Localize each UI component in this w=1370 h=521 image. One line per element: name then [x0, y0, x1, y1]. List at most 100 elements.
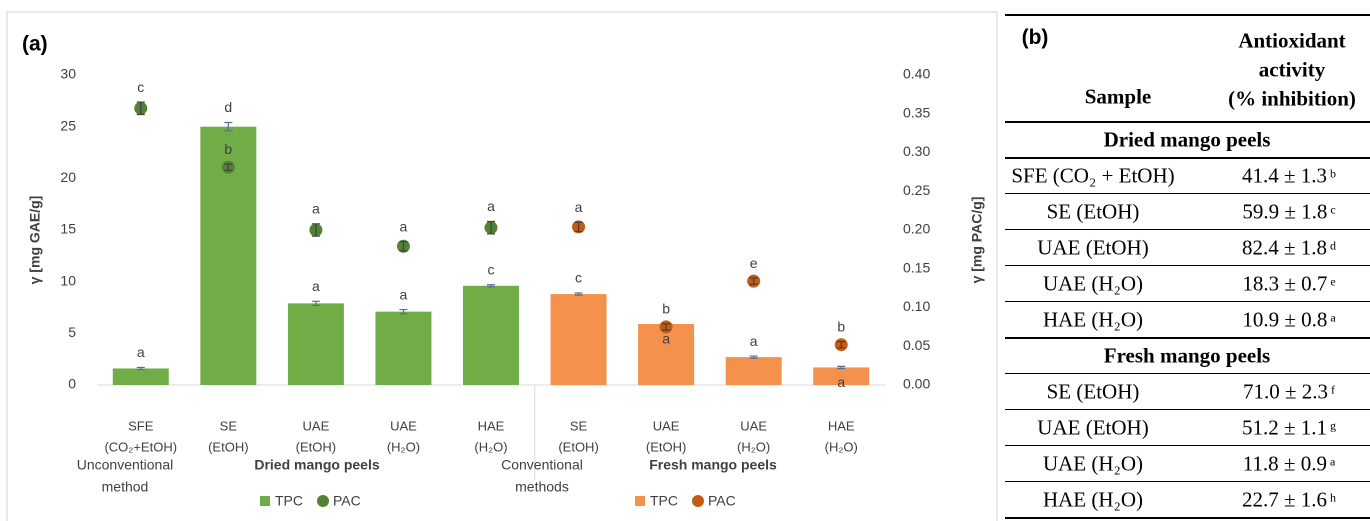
rule — [1005, 337, 1370, 339]
legend-label: PAC — [708, 493, 736, 509]
y2-tick-label: 0.35 — [903, 104, 930, 120]
letter-label: e — [750, 255, 758, 271]
x-tick-label: (EtOH) — [646, 439, 686, 454]
x-tick-label: SFE — [128, 418, 154, 433]
group-method: methods — [515, 479, 569, 495]
rule — [1005, 193, 1370, 194]
error-bar — [136, 366, 145, 371]
letter-label: a — [400, 286, 408, 302]
value-cell: 22.7 ± 1.6 h — [1242, 488, 1336, 513]
value-cell: 51.2 ± 1.1 g — [1242, 416, 1336, 441]
error-bar — [837, 341, 846, 349]
letter-label: a — [400, 218, 408, 234]
error-bar — [749, 277, 758, 285]
letter-label: b — [837, 318, 845, 334]
legend-swatch — [260, 496, 270, 506]
value-cell: 18.3 ± 0.7 e — [1242, 272, 1335, 297]
error-bar — [487, 284, 495, 288]
legend-swatch — [317, 495, 329, 507]
bar — [550, 294, 607, 385]
value-cell: 11.8 ± 0.9 a — [1243, 452, 1336, 477]
letter-label: c — [137, 79, 144, 95]
bar — [813, 367, 870, 385]
y2-tick-label: 0.25 — [903, 182, 930, 198]
error-bar — [662, 323, 671, 331]
value: 11.8 ± 0.9 — [1242, 451, 1327, 476]
group-method: Unconventional — [77, 457, 174, 473]
x-tick-label: (EtOH) — [296, 439, 336, 454]
y2-axis-label: γ [mg PAC/g] — [969, 197, 985, 284]
error-bar — [749, 355, 758, 359]
error-bar — [311, 223, 320, 237]
sample-cell: SE (EtOH) — [1046, 199, 1140, 224]
group-name: Dried mango peels — [254, 457, 379, 473]
bar — [375, 311, 432, 385]
rule — [1005, 481, 1370, 482]
error-bar — [136, 101, 145, 116]
letter-label: a — [312, 201, 320, 217]
y-tick-label: 30 — [60, 66, 76, 82]
letter-label: a — [312, 278, 320, 294]
table: (b) Sample Antioxidant activity (% inhibit… — [1005, 0, 1370, 521]
value: 41.4 ± 1.3 — [1241, 163, 1328, 188]
letter: g — [1330, 418, 1337, 433]
y2-tick-label: 0.20 — [903, 221, 930, 237]
letter: d — [1330, 238, 1337, 253]
sample-cell: UAE (H₂O) — [1042, 451, 1144, 476]
letter: c — [1330, 202, 1336, 217]
chart-frame — [6, 11, 998, 521]
value: 18.3 ± 0.7 — [1242, 271, 1328, 296]
sample-cell: UAE (EtOH) — [1037, 415, 1149, 440]
value: 51.2 ± 1.1 — [1241, 415, 1328, 440]
y-tick-label: 15 — [60, 221, 76, 237]
value: 59.9 ± 1.8 — [1242, 199, 1328, 224]
x-tick-label: (H₂O) — [474, 439, 507, 454]
y-tick-label: 25 — [60, 117, 76, 133]
x-tick-label: (EtOH) — [558, 439, 598, 454]
y-tick-label: 10 — [60, 272, 76, 288]
y2-tick-label: 0.10 — [903, 298, 930, 314]
x-tick-label: HAE — [478, 418, 505, 433]
letter-label: a — [575, 199, 583, 215]
error-bar — [311, 300, 320, 307]
error-bar — [399, 308, 408, 315]
y-tick-label: 0 — [68, 376, 76, 392]
column-header: activity — [1258, 57, 1326, 82]
value-cell: 71.0 ± 2.3 f — [1243, 380, 1335, 405]
sample-cell: SFE (CO₂ + EtOH) — [1011, 163, 1175, 188]
legend-label: TPC — [275, 493, 303, 509]
x-tick-label: (EtOH) — [208, 439, 248, 454]
rule — [1005, 265, 1370, 266]
rule — [1005, 373, 1370, 374]
rule — [1005, 409, 1370, 410]
error-bar — [224, 121, 233, 132]
letter-label: a — [137, 344, 145, 360]
table-label: (b) — [1021, 26, 1049, 49]
y2-tick-label: 0.05 — [903, 337, 930, 353]
x-tick-label: UAE — [653, 418, 680, 433]
error-bar — [487, 220, 495, 235]
x-tick-label: (H₂O) — [387, 439, 420, 454]
bar — [112, 368, 169, 385]
sample-cell: UAE (H₂O) — [1042, 271, 1144, 296]
group-method: method — [102, 479, 149, 495]
rule — [1005, 121, 1370, 123]
rule — [1005, 517, 1370, 519]
rule — [1005, 157, 1370, 159]
value-cell: 59.9 ± 1.8 c — [1242, 200, 1335, 225]
legend-label: PAC — [333, 493, 361, 509]
chart-title: (a) — [22, 33, 48, 56]
group-name: Fresh mango peels — [649, 457, 777, 473]
letter: b — [1330, 166, 1337, 181]
error-bar — [574, 292, 583, 296]
bar — [725, 357, 782, 385]
group-method: Conventional — [501, 457, 583, 473]
x-tick-label: SE — [220, 418, 238, 433]
chart: (a) γ [mg GAE/g] γ [mg PAC/g] 0 5 10 15 20 25… — [6, 11, 998, 521]
letter-label: a — [662, 331, 670, 347]
bar — [287, 303, 344, 385]
bar — [638, 324, 695, 385]
sample-cell: HAE (H₂O) — [1042, 307, 1144, 332]
legend-swatch — [635, 496, 645, 506]
